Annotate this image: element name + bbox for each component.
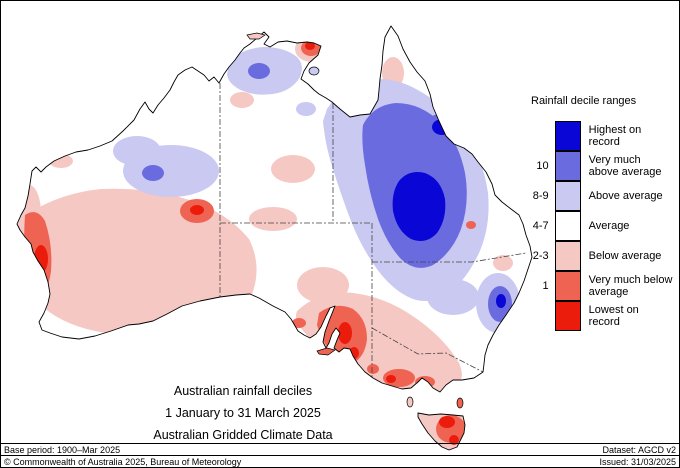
legend-swatch-above [554,180,581,211]
legend-label: Below average [588,250,662,262]
legend-label: Highest on record [588,124,642,148]
legend-swatch-highest [554,120,581,151]
melville-island [246,32,266,40]
legend-label: Average [588,220,630,232]
tasmania-coastline [417,412,466,451]
groote-eylandt [308,66,320,76]
legend-swatch-average [554,210,581,241]
base-period-text: Base period: 1900–Mar 2025 [4,444,121,455]
legend-decile: 1 [542,280,549,292]
legend-swatch-very-much-above [554,150,581,181]
legend-label: Very much below average [588,274,673,298]
legend-row-very-much-above: 10 Very much above average [531,150,673,181]
king-island [406,396,414,408]
legend-label: Very much above average [588,154,662,178]
legend-row-highest: Highest on record [531,120,673,151]
issued-text: Issued: 31/03/2025 [599,456,676,467]
legend-decile: 10 [536,160,549,172]
footer-row-copyright: © Commonwealth of Australia 2025, Bureau… [1,455,679,467]
legend-row-below: 2-3 Below average [531,240,673,271]
dataset-text: Dataset: AGCD v2 [602,444,676,455]
legend-swatch-lowest [554,300,581,331]
flinders-island [456,397,464,409]
map-period: 1 January to 31 March 2025 [165,406,321,420]
legend-label: Lowest on record [588,304,639,328]
legend-label: Above average [588,190,663,202]
legend-decile: 4-7 [532,220,549,232]
legend-row-very-much-below: 1 Very much below average [531,270,673,301]
legend-decile: 2-3 [532,250,549,262]
tasmania-regions [436,415,465,445]
legend-swatch-very-much-below [554,270,581,301]
footer-row-meta: Base period: 1900–Mar 2025 Dataset: AGCD… [1,443,679,455]
legend: Rainfall decile ranges Highest on record… [531,95,673,331]
map-title-block: Australian rainfall deciles 1 January to… [113,384,373,450]
legend-row-average: 4-7 Average [531,210,673,241]
legend-row-lowest: Lowest on record [531,300,673,331]
mainland-coastline [16,25,533,393]
state-borders [219,83,527,379]
footer: Base period: 1900–Mar 2025 Dataset: AGCD… [1,443,679,467]
australia-map [16,25,533,451]
kangaroo-island [316,347,336,356]
map-title: Australian rainfall deciles [173,384,313,398]
copyright-text: © Commonwealth of Australia 2025, Bureau… [4,456,242,467]
legend-title: Rainfall decile ranges [531,95,637,107]
map-dataset-title: Australian Gridded Climate Data [153,428,333,442]
legend-decile: 8-9 [532,190,549,202]
legend-swatch-below [554,240,581,271]
legend-row-above: 8-9 Above average [531,180,673,211]
